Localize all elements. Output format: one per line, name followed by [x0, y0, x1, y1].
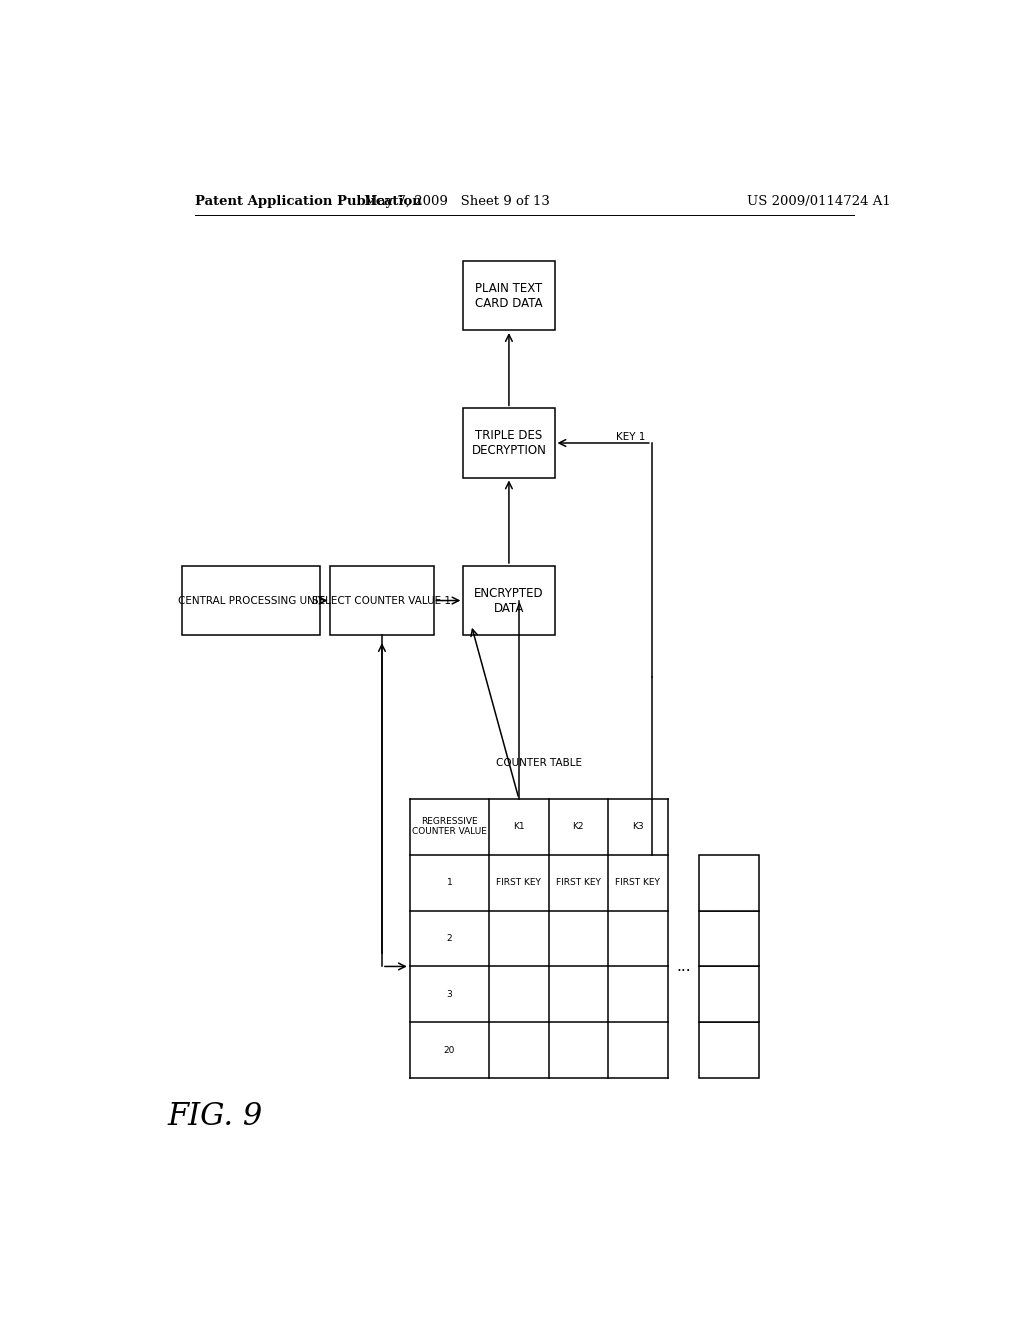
Bar [463, 408, 555, 478]
Text: FIG. 9: FIG. 9 [168, 1101, 263, 1133]
Bar [699, 966, 759, 1022]
Bar [699, 854, 759, 911]
Text: 1: 1 [446, 878, 453, 887]
Bar [699, 1022, 759, 1078]
Text: COUNTER TABLE: COUNTER TABLE [496, 758, 582, 768]
Text: FIRST KEY: FIRST KEY [497, 878, 542, 887]
Bar [331, 566, 433, 635]
Text: May 7, 2009   Sheet 9 of 13: May 7, 2009 Sheet 9 of 13 [365, 194, 550, 207]
Text: FIRST KEY: FIRST KEY [556, 878, 601, 887]
Bar [463, 566, 555, 635]
Bar [181, 566, 321, 635]
Text: Patent Application Publication: Patent Application Publication [196, 194, 422, 207]
Bar [699, 911, 759, 966]
Text: 20: 20 [443, 1045, 455, 1055]
Text: SELECT COUNTER VALUE 1: SELECT COUNTER VALUE 1 [312, 595, 452, 606]
Bar [463, 261, 555, 330]
Text: 3: 3 [446, 990, 453, 999]
Text: FIRST KEY: FIRST KEY [615, 878, 660, 887]
Text: TRIPLE DES
DECRYPTION: TRIPLE DES DECRYPTION [471, 429, 547, 457]
Text: 2: 2 [446, 935, 453, 942]
Text: K1: K1 [513, 822, 524, 832]
Text: K2: K2 [572, 822, 584, 832]
Text: US 2009/0114724 A1: US 2009/0114724 A1 [748, 194, 891, 207]
Text: ENCRYPTED
DATA: ENCRYPTED DATA [474, 586, 544, 615]
Text: PLAIN TEXT
CARD DATA: PLAIN TEXT CARD DATA [475, 281, 543, 310]
Text: REGRESSIVE
COUNTER VALUE: REGRESSIVE COUNTER VALUE [412, 817, 486, 837]
Text: CENTRAL PROCESSING UNIT: CENTRAL PROCESSING UNIT [178, 595, 324, 606]
Text: K3: K3 [632, 822, 644, 832]
Text: ...: ... [676, 958, 691, 974]
Text: KEY 1: KEY 1 [616, 432, 645, 442]
